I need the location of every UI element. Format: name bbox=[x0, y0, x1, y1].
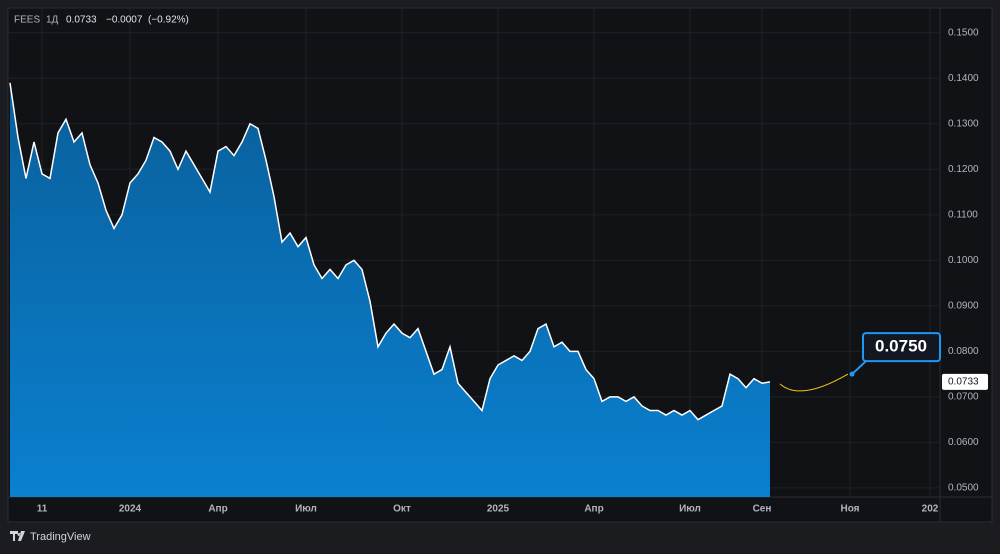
y-tick-label: 0.1300 bbox=[948, 118, 979, 129]
logo: TradingView bbox=[10, 531, 91, 543]
y-tick-label: 0.1400 bbox=[948, 73, 979, 84]
brand: TradingView bbox=[30, 531, 91, 543]
y-tick-label: 0.1100 bbox=[948, 209, 978, 220]
annotation-box bbox=[862, 332, 941, 363]
last-price: 0.0733 bbox=[66, 15, 97, 26]
x-tick-label: Сен bbox=[753, 504, 772, 515]
logo-icon bbox=[10, 531, 25, 541]
last-price-badge-label: 0.0733 bbox=[948, 376, 979, 387]
y-tick-label: 0.0600 bbox=[948, 437, 979, 448]
y-tick-label: 0.0900 bbox=[948, 300, 979, 311]
x-tick-label: Окт bbox=[393, 504, 411, 515]
last-price-badge bbox=[942, 373, 988, 390]
plot: 0.0750 bbox=[9, 82, 941, 497]
area bbox=[10, 82, 770, 497]
annotation-point bbox=[849, 371, 855, 377]
y-tick-label: 0.0800 bbox=[948, 346, 979, 357]
interval: 1Д bbox=[46, 15, 59, 26]
x-tick-label: 2025 bbox=[487, 504, 510, 515]
y-tick-label: 0.1000 bbox=[948, 255, 979, 266]
annotation-label: 0.0750 bbox=[875, 337, 927, 356]
change-percent: (−0.92%) bbox=[148, 15, 189, 26]
x-tick-label: Июл bbox=[679, 504, 701, 515]
line bbox=[9, 82, 771, 421]
x-tick-label: Апр bbox=[584, 504, 603, 515]
x-tick-label: Ноя bbox=[840, 504, 859, 515]
y-tick-label: 0.0500 bbox=[948, 483, 979, 494]
x-tick-label: Апр bbox=[208, 504, 227, 515]
x-tick-label: 2024 bbox=[119, 504, 142, 515]
y-tick-label: 0.1200 bbox=[948, 164, 979, 175]
y-tick-label: 0.0700 bbox=[948, 392, 979, 403]
x-tick-label: 11 bbox=[37, 504, 48, 515]
y-tick-label: 0.1500 bbox=[948, 27, 979, 38]
x-tick-label: Июл bbox=[295, 504, 317, 515]
symbol: FEES bbox=[14, 15, 40, 26]
annotation-connector bbox=[851, 360, 867, 375]
forecast-arrow bbox=[779, 373, 849, 392]
change: −0.0007 bbox=[106, 15, 143, 26]
x-tick-label: 202 bbox=[922, 504, 939, 515]
